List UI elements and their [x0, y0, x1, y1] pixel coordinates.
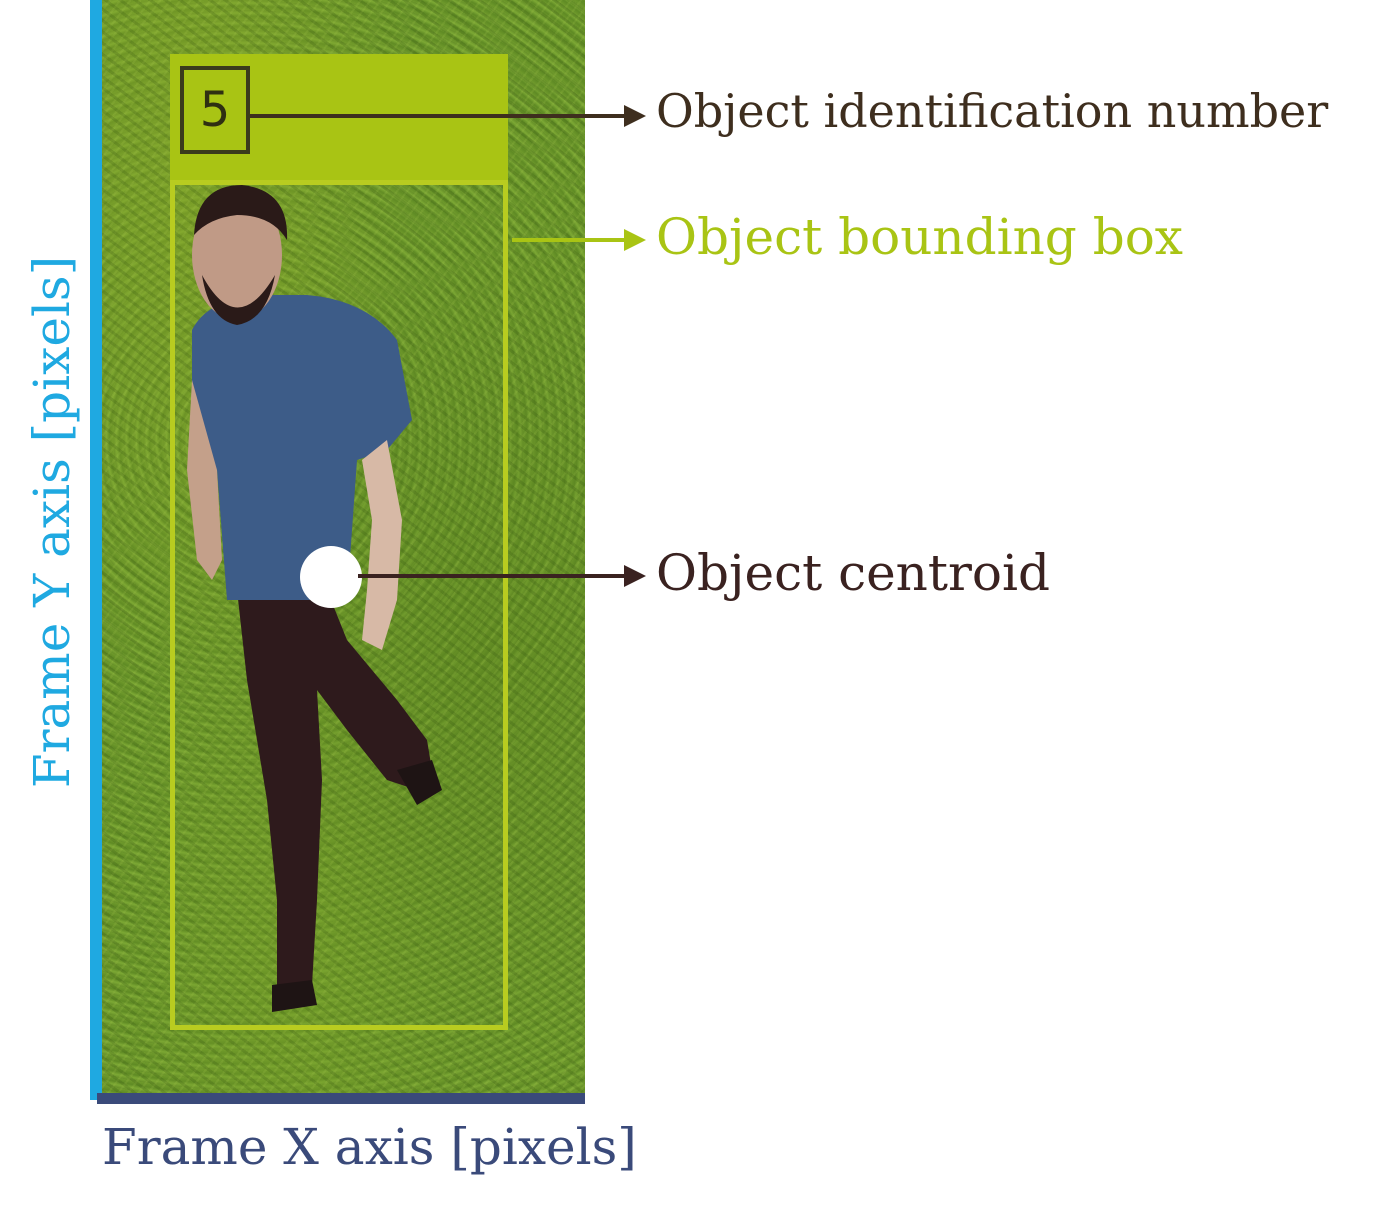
arrow-id-head-icon: [624, 105, 646, 127]
arrow-centroid-line: [358, 574, 630, 578]
y-axis-line: [90, 0, 102, 1100]
arrow-id-line: [250, 114, 630, 118]
person-beard: [202, 275, 275, 325]
person-figure: [187, 185, 442, 1012]
label-bounding-box: Object bounding box: [656, 208, 1184, 266]
object-centroid-dot: [300, 546, 362, 608]
person-legs: [237, 590, 432, 1000]
object-id-box: 5: [180, 66, 250, 154]
object-bounding-box: [170, 180, 508, 1030]
person-shirt: [192, 295, 412, 600]
label-centroid: Object centroid: [656, 544, 1050, 602]
y-axis-label: Frame Y axis [pixels]: [23, 255, 81, 789]
arrow-bbox-head-icon: [624, 229, 646, 251]
person-shoe-right: [397, 760, 442, 805]
arrow-bbox-line: [512, 238, 630, 242]
label-identification-number: Object identification number: [656, 84, 1329, 138]
id-banner: [170, 54, 508, 182]
person-head: [192, 190, 282, 320]
person-arm-left: [187, 380, 222, 580]
person-shoe-left: [272, 980, 317, 1012]
x-axis-line: [97, 1093, 585, 1104]
person-arm-right: [362, 440, 402, 650]
person-hair: [194, 185, 288, 240]
x-axis-label: Frame X axis [pixels]: [102, 1118, 637, 1176]
object-id-number: 5: [199, 82, 231, 138]
arrow-centroid-head-icon: [624, 565, 646, 587]
